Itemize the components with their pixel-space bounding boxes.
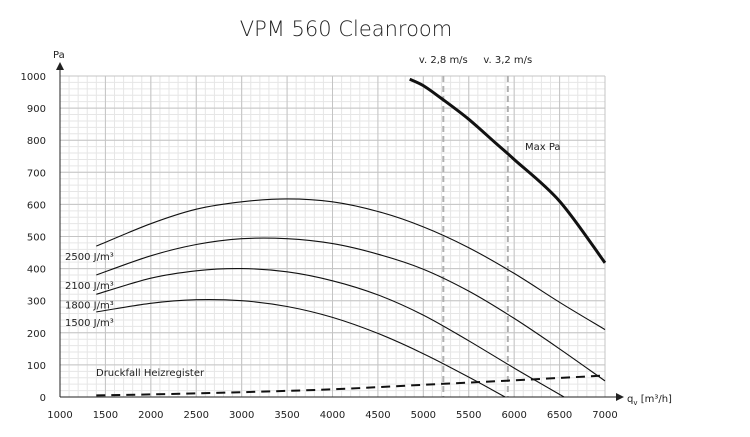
x-tick-label: 4000 bbox=[320, 410, 345, 421]
x-tick-label: 6500 bbox=[547, 410, 572, 421]
velocity-lines: v. 2,8 m/s v. 3,2 m/s bbox=[419, 55, 532, 397]
axes: 1000 1500 2000 2500 3000 3500 4000 4500 5000 5500… bbox=[21, 50, 673, 421]
x-axis-label-subscript: v bbox=[633, 399, 637, 407]
x-tick-label: 3000 bbox=[229, 410, 254, 421]
major-grid bbox=[59, 75, 606, 398]
x-tick-label: 5000 bbox=[411, 410, 436, 421]
y-tick-label: 700 bbox=[27, 168, 46, 179]
labels-group: 2500 J/m³ 2100 J/m³ 1800 J/m³ 1500 J/m³ Max … bbox=[65, 142, 561, 379]
series-label: 1500 J/m³ bbox=[65, 318, 114, 329]
max-pa-line bbox=[409, 77, 607, 264]
x-tick-label: 2000 bbox=[138, 410, 163, 421]
y-tick-label: 100 bbox=[27, 361, 46, 372]
y-tick-label: 900 bbox=[27, 104, 46, 115]
series-label: Druckfall Heizregister bbox=[96, 368, 205, 379]
x-tick-label: 4500 bbox=[365, 410, 390, 421]
y-tick-label: 1000 bbox=[21, 72, 46, 83]
x-tick-label: 1500 bbox=[93, 410, 118, 421]
x-tick-label: 1000 bbox=[47, 410, 72, 421]
x-axis-label-unit: [m³/h] bbox=[638, 394, 673, 405]
series-group bbox=[96, 77, 607, 398]
x-axis-label-main: q bbox=[627, 394, 633, 405]
y-tick-label: 400 bbox=[27, 265, 46, 276]
chart-title: VPM 560 Cleanroom bbox=[240, 17, 453, 41]
y-tick-label: 500 bbox=[27, 233, 46, 244]
y-axis-label: Pa bbox=[53, 50, 65, 61]
x-tick-label: 3500 bbox=[274, 410, 299, 421]
velocity-label: v. 2,8 m/s bbox=[419, 55, 468, 66]
y-tick-label: 0 bbox=[40, 393, 46, 404]
fan-curve-line bbox=[96, 198, 606, 331]
series-label: 2100 J/m³ bbox=[65, 281, 114, 292]
series-label: 2500 J/m³ bbox=[65, 252, 114, 263]
series-label: 1800 J/m³ bbox=[65, 300, 114, 311]
y-tick-label: 200 bbox=[27, 329, 46, 340]
x-tick-label: 5500 bbox=[456, 410, 481, 421]
x-tick-label: 6000 bbox=[501, 410, 526, 421]
x-tick-label: 2500 bbox=[184, 410, 209, 421]
x-axis-label: qv [m³/h] bbox=[627, 394, 672, 407]
x-axis-arrow bbox=[616, 393, 624, 401]
velocity-label: v. 3,2 m/s bbox=[483, 55, 532, 66]
fan-curve-line bbox=[96, 268, 565, 398]
y-tick-label: 600 bbox=[27, 200, 46, 211]
fan-curve-line bbox=[96, 298, 506, 398]
series-label: Max Pa bbox=[525, 142, 561, 153]
y-axis-arrow bbox=[56, 62, 64, 70]
y-tick-label: 300 bbox=[27, 297, 46, 308]
y-tick-label: 800 bbox=[27, 136, 46, 147]
x-tick-label: 7000 bbox=[592, 410, 617, 421]
fan-curve-line bbox=[96, 237, 606, 382]
